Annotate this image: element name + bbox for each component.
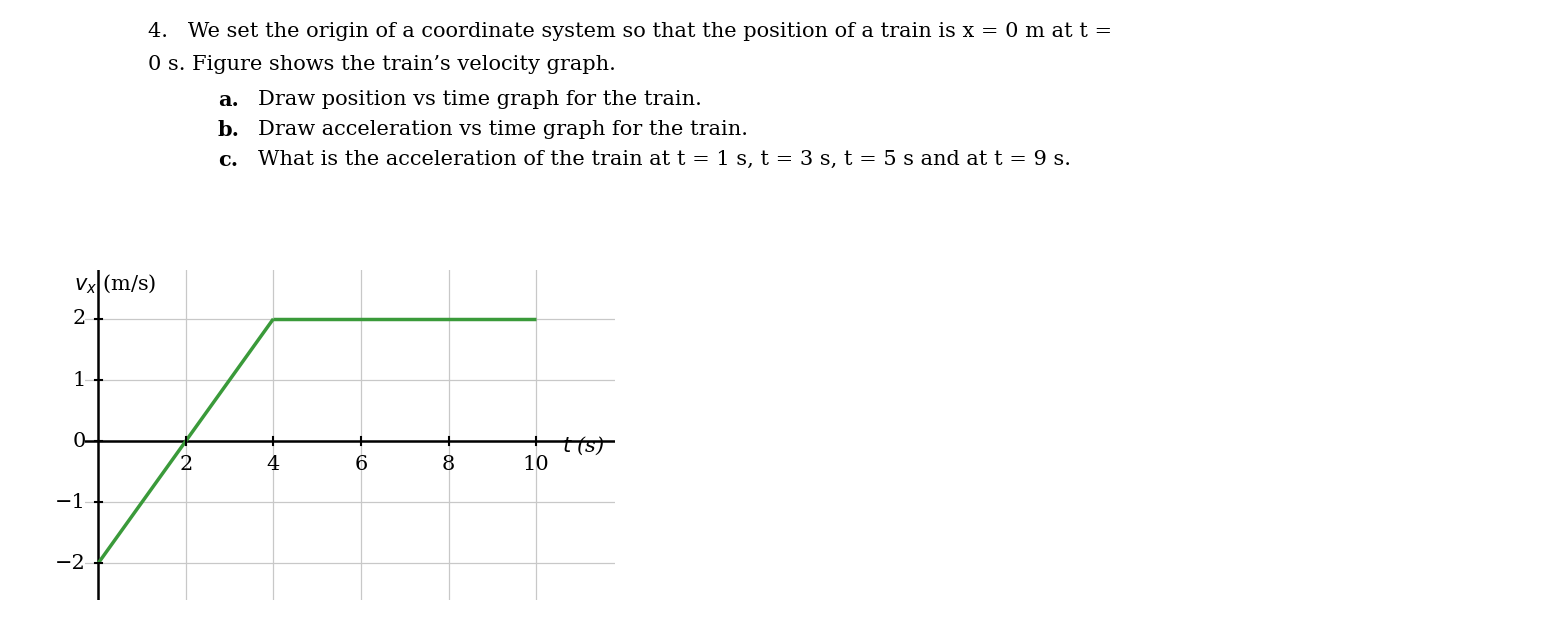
Text: 0 s. Figure shows the train’s velocity graph.: 0 s. Figure shows the train’s velocity g… (148, 55, 615, 74)
Text: 4.   We set the origin of a coordinate system so that the position of a train is: 4. We set the origin of a coordinate sys… (148, 22, 1112, 41)
Text: Draw position vs time graph for the train.: Draw position vs time graph for the trai… (259, 90, 701, 109)
Text: Draw acceleration vs time graph for the train.: Draw acceleration vs time graph for the … (259, 120, 748, 139)
Text: 10: 10 (523, 455, 550, 474)
Text: 6: 6 (354, 455, 368, 474)
Text: 1: 1 (73, 371, 86, 389)
Text: −1: −1 (55, 493, 86, 512)
Text: 4: 4 (266, 455, 280, 474)
Text: −2: −2 (55, 554, 86, 573)
Text: 8: 8 (442, 455, 455, 474)
Text: $t$ (s): $t$ (s) (562, 435, 606, 457)
Text: What is the acceleration of the train at t = 1 s, t = 3 s, t = 5 s and at t = 9 : What is the acceleration of the train at… (259, 150, 1070, 169)
Text: 2: 2 (73, 310, 86, 328)
Text: b.: b. (218, 120, 240, 140)
Text: c.: c. (218, 150, 238, 170)
Text: $v_x$ (m/s): $v_x$ (m/s) (75, 273, 156, 296)
Text: 2: 2 (179, 455, 192, 474)
Text: a.: a. (218, 90, 238, 110)
Text: 0: 0 (73, 431, 86, 451)
